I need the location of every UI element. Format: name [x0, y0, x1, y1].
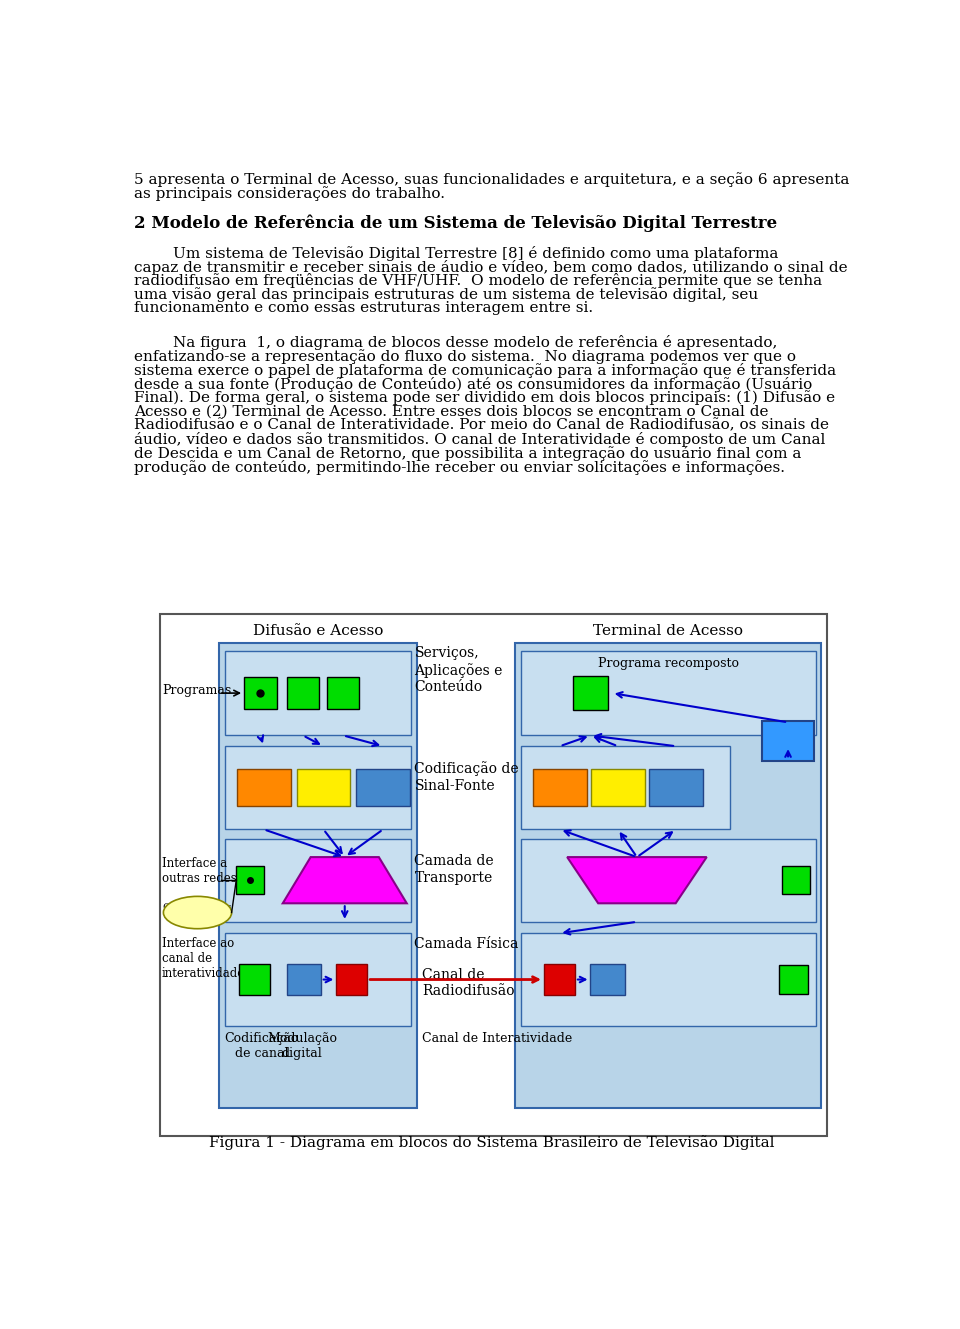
Bar	[287, 676, 319, 710]
Bar	[779, 965, 808, 994]
Text: produção de conteúdo, permitindo-lhe receber ou enviar solicitações e informaçõe: produção de conteúdo, permitindo-lhe rec…	[134, 460, 785, 474]
Bar	[287, 964, 321, 995]
Polygon shape	[283, 857, 407, 904]
Text: 2 Modelo de Referência de um Sistema de Televisão Digital Terrestre: 2 Modelo de Referência de um Sistema de …	[134, 215, 777, 233]
Text: Na figura  1, o diagrama de blocos desse modelo de referência é apresentado,: Na figura 1, o diagrama de blocos desse …	[134, 335, 778, 350]
Bar	[219, 643, 417, 1108]
FancyBboxPatch shape	[356, 769, 410, 807]
Bar	[244, 676, 276, 710]
Bar	[781, 867, 809, 894]
FancyBboxPatch shape	[591, 769, 645, 807]
Text: funcionamento e como essas estruturas interagem entre si.: funcionamento e como essas estruturas in…	[134, 302, 593, 315]
Bar	[520, 651, 816, 735]
Text: as principais considerações do trabalho.: as principais considerações do trabalho.	[134, 186, 444, 201]
Text: Video: Video	[540, 781, 581, 795]
Text: Canal de
Radiodifusão: Canal de Radiodifusão	[422, 969, 515, 998]
Text: Difusão e Acesso: Difusão e Acesso	[252, 625, 383, 638]
Ellipse shape	[163, 896, 231, 929]
Text: Áudio: Áudio	[596, 781, 639, 795]
Text: Figura 1 - Diagrama em blocos do Sistema Brasileiro de Televisão Digital: Figura 1 - Diagrama em blocos do Sistema…	[209, 1135, 775, 1151]
Bar	[336, 964, 368, 995]
FancyBboxPatch shape	[762, 720, 814, 760]
Bar	[225, 746, 412, 829]
Text: sistema exerce o papel de plataforma de comunicação para a informação que é tran: sistema exerce o papel de plataforma de …	[134, 363, 836, 377]
Text: Interface ao
canal de
interatividade: Interface ao canal de interatividade	[162, 937, 245, 981]
Bar	[573, 675, 608, 711]
Text: enfatizando-se a representação do fluxo do sistema.  No diagrama podemos ver que: enfatizando-se a representação do fluxo …	[134, 350, 796, 364]
Text: Multiplex: Multiplex	[309, 873, 380, 886]
Text: uma visão geral das principais estruturas de um sistema de televisão digital, se: uma visão geral das principais estrutura…	[134, 287, 758, 302]
Bar	[225, 839, 412, 922]
Bar	[225, 933, 412, 1026]
FancyBboxPatch shape	[297, 769, 350, 807]
Text: Modulação
digital: Modulação digital	[267, 1031, 337, 1061]
Bar	[520, 839, 816, 922]
FancyBboxPatch shape	[649, 769, 703, 807]
Bar	[516, 643, 822, 1108]
Text: Canal de Interatividade: Canal de Interatividade	[422, 1031, 572, 1045]
Bar	[327, 676, 359, 710]
Bar	[236, 867, 264, 894]
FancyBboxPatch shape	[533, 769, 587, 807]
Text: Serviços,
Aplicações e
Conteúdo: Serviços, Aplicações e Conteúdo	[415, 646, 503, 694]
FancyBboxPatch shape	[237, 769, 291, 807]
Text: Acesso e (2) Terminal de Acesso. Entre esses dois blocos se encontram o Canal de: Acesso e (2) Terminal de Acesso. Entre e…	[134, 404, 768, 419]
Text: 5 apresenta o Terminal de Acesso, suas funcionalidades e arquitetura, e a seção : 5 apresenta o Terminal de Acesso, suas f…	[134, 171, 850, 186]
Text: Áudio: Áudio	[302, 781, 345, 795]
Bar	[160, 614, 827, 1136]
Text: Interface a
outras redes: Interface a outras redes	[162, 857, 236, 885]
Bar	[225, 651, 412, 735]
Text: de Descida e um Canal de Retorno, que possibilita a integração do usuário final : de Descida e um Canal de Retorno, que po…	[134, 447, 802, 461]
Text: desde a sua fonte (Produção de Conteúdo) até os consumidores da informação (Usuá: desde a sua fonte (Produção de Conteúdo)…	[134, 376, 812, 392]
Text: áudio, vídeo e dados são transmitidos. O canal de Interatividade é composto de u: áudio, vídeo e dados são transmitidos. O…	[134, 432, 826, 447]
Polygon shape	[567, 857, 707, 904]
Bar	[520, 933, 816, 1026]
Bar	[590, 964, 625, 995]
Text: Programas: Programas	[162, 683, 232, 696]
Text: Codificação de
Sinal-Fonte: Codificação de Sinal-Fonte	[415, 762, 519, 792]
Text: Camada de
Transporte: Camada de Transporte	[415, 855, 494, 885]
Text: MW: MW	[771, 734, 805, 748]
Text: Programa recomposto: Programa recomposto	[598, 657, 739, 670]
Text: Radiodifusão e o Canal de Interatividade. Por meio do Canal de Radiodifusão, os : Radiodifusão e o Canal de Interatividade…	[134, 419, 828, 432]
Text: Dados: Dados	[654, 781, 699, 795]
Text: Video: Video	[243, 781, 284, 795]
Bar	[239, 964, 270, 995]
Text: radiodifusão em freqüências de VHF/UHF.  O modelo de referência permite que se t: radiodifusão em freqüências de VHF/UHF. …	[134, 274, 822, 288]
Text: Terminal de Acesso: Terminal de Acesso	[593, 625, 743, 638]
Text: Demux: Demux	[612, 873, 662, 886]
Text: Outras redes
de telecom.: Outras redes de telecom.	[163, 902, 231, 922]
Text: capaz de transmitir e receber sinais de áudio e vídeo, bem como dados, utilizand: capaz de transmitir e receber sinais de …	[134, 259, 848, 275]
Bar	[520, 746, 730, 829]
Text: Um sistema de Televisão Digital Terrestre [8] é definido como uma plataforma: Um sistema de Televisão Digital Terrestr…	[134, 246, 779, 260]
Text: Dados: Dados	[360, 781, 406, 795]
Bar	[544, 964, 575, 995]
Text: Codificação
de canal: Codificação de canal	[225, 1031, 299, 1061]
Text: Camada Física: Camada Física	[415, 937, 518, 952]
Text: Final). De forma geral, o sistema pode ser dividido em dois blocos principais: (: Final). De forma geral, o sistema pode s…	[134, 391, 835, 405]
